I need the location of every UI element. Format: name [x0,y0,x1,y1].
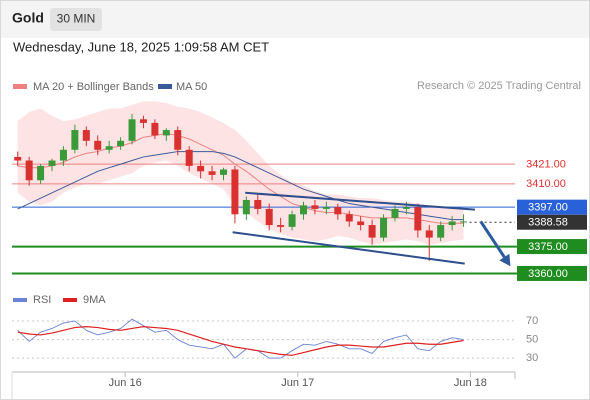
candle-body [128,119,136,141]
candle-body [460,221,468,223]
candle-body [105,146,113,150]
candle-body [174,130,182,150]
level-label-box [517,199,587,215]
x-tick-label: Jun 18 [454,377,487,389]
moving-average [17,133,464,224]
level-label-box [517,265,587,281]
level-label: 3360.00 [528,268,568,280]
trendline [232,231,465,265]
legend-label: 9MA [83,294,106,306]
legend-label: MA 50 [176,81,207,93]
candle-body [425,230,433,238]
candle-body [391,208,399,218]
candle-body [59,149,67,161]
legend-swatch [63,298,77,302]
x-tick-label: Jun 17 [281,377,314,389]
candle-body [208,171,216,175]
candle-body [414,207,422,231]
candle-body [288,214,296,227]
candle-body [162,130,170,136]
bollinger-band [17,101,464,245]
candle-body [448,221,456,226]
candle-body [265,208,273,226]
indicator-line [17,326,464,356]
candle-body [48,160,56,166]
candle-body [37,165,45,181]
level-label: 3375.00 [528,241,568,253]
level-label: 3388.58 [528,217,568,229]
y-tick-label: 30 [526,352,538,364]
candle-body [437,225,445,238]
candle-body [334,207,342,215]
candle-body [368,225,376,238]
legend-swatch [13,298,27,302]
candle-body [139,119,147,123]
candle-body [277,225,285,227]
candle-body [380,217,388,238]
candle-body [311,205,319,209]
level-label-box [517,239,587,255]
forecast-arrow [479,220,506,258]
level-label-box [517,214,587,230]
candle-body [14,156,22,161]
level-label: 3410.00 [526,178,566,190]
candle-body [219,169,227,175]
candle-body [402,207,410,209]
y-tick-label: 70 [526,315,538,327]
candle-body [242,199,250,215]
candle-body [357,221,365,226]
candle-body [300,205,308,215]
x-tick-label: Jun 16 [109,377,142,389]
candle-body [345,214,353,222]
level-label: 3397.00 [528,202,568,214]
legend-label: RSI [33,294,51,306]
legend-swatch [158,84,172,89]
trendline [245,191,476,211]
timestamp: Wednesday, June 18, 2025 1:09:58 AM CET [13,39,269,54]
candle-body [82,130,90,141]
candle-body [185,149,193,166]
candle-body [151,122,159,136]
symbol: Gold [12,10,44,26]
legend-label: MA 20 + Bollinger Bands [33,81,154,93]
candle-body [197,165,205,172]
legend-swatch [13,84,27,89]
moving-average [17,151,464,221]
candle-body [254,199,262,209]
candle-body [94,140,102,150]
level-label: 3421.00 [526,159,566,171]
candle-body [71,130,79,150]
timeframe-box[interactable] [50,8,102,31]
candle-body [322,207,330,209]
candle-body [25,160,33,181]
credit: Research © 2025 Trading Central [417,80,581,92]
timeframe[interactable]: 30 MIN [57,12,96,26]
indicator-line [17,318,464,359]
candle-body [117,140,125,147]
y-tick-label: 50 [526,333,538,345]
forecast-arrow-head [499,253,511,267]
candle-body [231,169,239,215]
